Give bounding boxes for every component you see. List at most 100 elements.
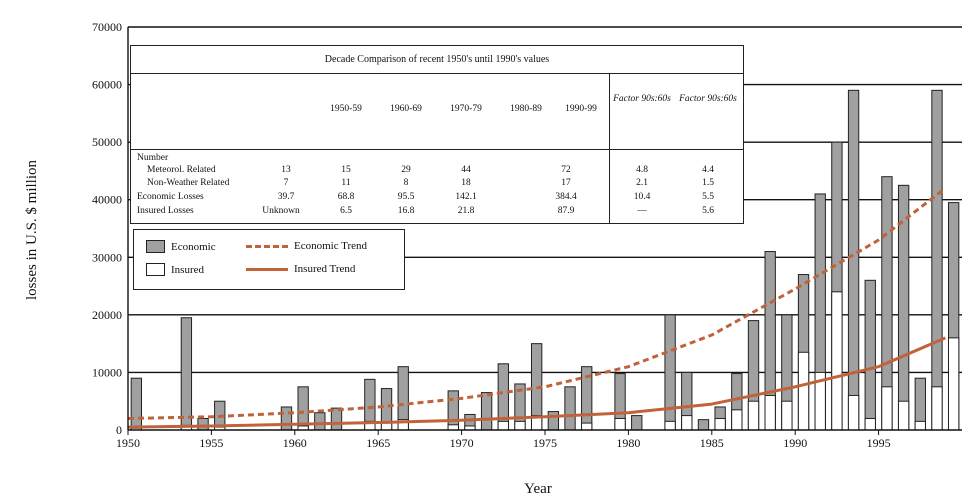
bar-insured-1994 xyxy=(864,417,876,431)
bar-insured-1996 xyxy=(897,400,910,431)
y-tick-20000: 20000 xyxy=(92,308,122,322)
table-header-rule xyxy=(131,149,743,150)
bar-insured-1972 xyxy=(497,420,509,431)
cell-ins-1970s: 16.8 xyxy=(397,206,415,216)
y-axis-title: losses in U.S. $ million xyxy=(24,159,40,300)
bar-economic-1969 xyxy=(447,390,459,431)
cell-meteorol-1970s: 29 xyxy=(401,165,411,175)
legend-item-economic: Economic xyxy=(146,240,216,253)
cell-nonweather-factor-2: 1.5 xyxy=(702,178,714,188)
x-tick-1985: 1985 xyxy=(700,436,724,450)
col-header-1970s: 1970-79 xyxy=(450,104,482,114)
legend-swatch-economic-trend xyxy=(246,244,288,248)
col-header-1950s: 1950-59 xyxy=(330,104,362,114)
cell-econ-1970s: 95.5 xyxy=(397,192,415,202)
bar-economic-1950 xyxy=(130,377,143,431)
cell-ins-1950s: Unknown xyxy=(262,206,300,216)
legend-item-insured-trend: Insured Trend xyxy=(246,263,355,275)
cell-meteorol-factor-2: 4.4 xyxy=(702,165,714,175)
bar-economic-1994 xyxy=(864,279,876,431)
bar-economic-1984 xyxy=(697,419,710,431)
bar-insured-1988 xyxy=(764,394,776,431)
bar-insured-1973 xyxy=(514,420,526,431)
table-factor-divider xyxy=(609,73,610,223)
x-tick-1970: 1970 xyxy=(450,436,474,450)
y-tick-10000: 10000 xyxy=(92,365,122,379)
cell-nonweather-1950s: 7 xyxy=(283,178,289,188)
x-tick-1990: 1990 xyxy=(783,436,807,450)
bar-insured-1979 xyxy=(614,417,626,431)
cell-nonweather-1980s: 18 xyxy=(461,178,471,188)
bar-insured-1992 xyxy=(831,291,843,431)
insured-bars xyxy=(130,291,960,431)
cell-nonweather-1990s: 17 xyxy=(561,178,571,188)
trend-lines xyxy=(127,187,947,429)
legend-label-insured: Insured xyxy=(171,263,204,276)
bar-economic-1980 xyxy=(631,415,643,431)
col-header-1980s: 1980-89 xyxy=(510,104,542,114)
bar-insured-1998 xyxy=(931,386,943,431)
section-label-number: Number xyxy=(137,153,169,163)
y-tick-50000: 50000 xyxy=(92,135,122,149)
row-label-non-weather: Non-Weather Related xyxy=(147,178,230,188)
bar-economic-1954 xyxy=(197,417,209,431)
col-header-factor-2: Factor 90s:60s xyxy=(679,94,737,104)
bar-economic-1961 xyxy=(314,412,326,431)
bar-economic-1998 xyxy=(931,89,943,431)
legend-item-insured: Insured xyxy=(146,263,204,276)
y-tick-40000: 40000 xyxy=(92,193,122,207)
bar-economic-1953 xyxy=(180,317,193,431)
cell-econ-factor-1: 10.4 xyxy=(633,192,651,202)
bar-insured-1989 xyxy=(781,400,793,431)
bar-insured-1986 xyxy=(731,409,743,431)
y-tick-60000: 60000 xyxy=(92,78,122,92)
legend-item-economic-trend: Economic Trend xyxy=(246,240,367,252)
bar-economic-1982 xyxy=(664,314,676,431)
cell-meteorol-1960s: 15 xyxy=(341,165,351,175)
cell-meteorol-1950s: 13 xyxy=(281,165,291,175)
legend-swatch-economic xyxy=(146,240,165,253)
cell-econ-1980s: 142.1 xyxy=(455,192,477,202)
bar-insured-1999 xyxy=(947,337,960,431)
x-tick-1995: 1995 xyxy=(867,436,891,450)
legend-label-insured-trend: Insured Trend xyxy=(294,263,356,275)
bar-insured-1997 xyxy=(914,420,926,431)
x-tick-labels: 1950 1955 1960 1965 1970 1975 1980 1985 1990 1995 xyxy=(116,436,891,450)
cell-nonweather-1960s: 11 xyxy=(341,178,351,188)
cell-ins-factor-2: 5.6 xyxy=(702,206,714,216)
bar-insured-1987 xyxy=(747,400,760,431)
y-tick-30000: 30000 xyxy=(92,250,122,264)
legend-label-economic-trend: Economic Trend xyxy=(294,240,368,252)
legend-swatch-insured xyxy=(146,263,165,276)
cell-ins-1990s: 87.9 xyxy=(557,206,575,216)
x-tick-1975: 1975 xyxy=(533,436,557,450)
x-tick-1950: 1950 xyxy=(116,436,140,450)
col-header-factor-1: Factor 90s:60s xyxy=(613,94,671,104)
economic-bars xyxy=(130,89,960,431)
cell-nonweather-1970s: 8 xyxy=(403,178,409,188)
bar-insured-1993 xyxy=(847,394,860,431)
y-tick-0: 0 xyxy=(116,423,122,437)
decade-comparison-table: Decade Comparison of recent 1950's until… xyxy=(130,45,744,224)
col-header-1990s: 1990-99 xyxy=(565,104,597,114)
x-tick-1965: 1965 xyxy=(366,436,390,450)
bar-economic-1993 xyxy=(847,89,860,431)
y-tick-70000: 70000 xyxy=(92,20,122,34)
bar-insured-1990 xyxy=(797,351,810,431)
row-label-economic-losses: Economic Losses xyxy=(137,192,204,202)
bar-economic-1976 xyxy=(564,386,576,431)
bar-insured-1965 xyxy=(380,422,393,431)
bar-insured-1983 xyxy=(681,415,693,431)
cell-nonweather-factor-1: 2.1 xyxy=(636,178,648,188)
bar-economic-1959 xyxy=(280,406,293,431)
insured-trend-line xyxy=(127,336,946,429)
x-tick-1960: 1960 xyxy=(283,436,307,450)
y-tick-labels: 0 10000 20000 30000 40000 50000 60000 70000 xyxy=(92,20,122,437)
bar-economic-1971 xyxy=(480,392,493,431)
cell-meteorol-1980s: 44 xyxy=(461,165,471,175)
row-label-meteorol: Meteorol. Related xyxy=(147,165,216,175)
col-header-1960s: 1960-69 xyxy=(390,104,422,114)
cell-econ-factor-2: 5.5 xyxy=(702,192,714,202)
bar-insured-1977 xyxy=(581,422,593,431)
bar-insured-1969 xyxy=(447,424,459,431)
